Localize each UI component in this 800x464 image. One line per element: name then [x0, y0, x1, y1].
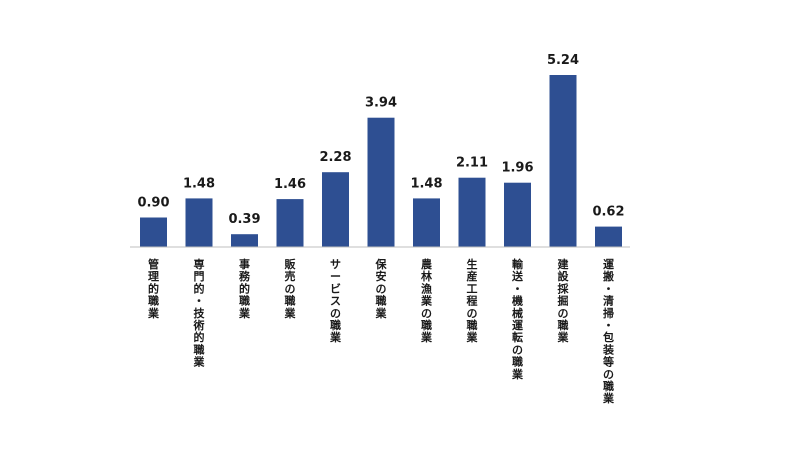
data-label-10: 0.62 — [592, 205, 624, 220]
category-label-7: 生産工程の職業 — [466, 257, 479, 344]
bar-0 — [140, 217, 167, 247]
data-label-2: 0.39 — [228, 212, 260, 227]
category-label-3: 販売の職業 — [284, 257, 297, 320]
category-label-6: 農林漁業の職業 — [420, 257, 433, 344]
category-label-8: 輸送・機械運転の職業 — [511, 257, 524, 381]
category-label-5: 保安の職業 — [375, 257, 388, 320]
bar-10 — [595, 226, 622, 247]
data-label-7: 2.11 — [456, 156, 488, 171]
category-label-0: 管理的職業 — [147, 257, 160, 320]
bar-9 — [549, 75, 577, 247]
bar-6 — [413, 198, 440, 247]
data-label-3: 1.46 — [274, 177, 306, 192]
bar-3 — [276, 199, 304, 247]
data-label-5: 3.94 — [365, 96, 397, 111]
data-label-4: 2.28 — [319, 150, 351, 165]
bar-2 — [231, 234, 258, 247]
category-label-10: 運搬・清掃・包装等の職業 — [602, 258, 615, 405]
bars-group — [140, 75, 622, 247]
data-label-0: 0.90 — [137, 196, 169, 211]
bar-7 — [458, 177, 486, 247]
data-label-6: 1.48 — [410, 176, 442, 191]
data-label-8: 1.96 — [501, 161, 533, 176]
value-labels-group: 0.90 1.48 0.39 1.46 2.28 3.94 1.48 2.11 1.96 5.24… — [137, 53, 624, 227]
data-label-1: 1.48 — [183, 176, 215, 191]
category-label-4: サービスの職業 — [329, 258, 342, 344]
category-label-2: 事務的職業 — [238, 257, 251, 320]
category-label-9: 建設採掘の職業 — [557, 257, 570, 344]
category-label-1: 専門的・技術的職業 — [193, 257, 206, 369]
bar-8 — [504, 182, 531, 247]
data-label-9: 5.24 — [547, 53, 579, 68]
bar-1 — [185, 198, 213, 247]
bar-5 — [367, 117, 395, 247]
category-labels-group: 管理的職業 専門的・技術的職業 事務的職業 販売の職業 サービスの職業 保安の職業 農林漁業… — [147, 257, 615, 405]
bar-4 — [322, 172, 349, 247]
